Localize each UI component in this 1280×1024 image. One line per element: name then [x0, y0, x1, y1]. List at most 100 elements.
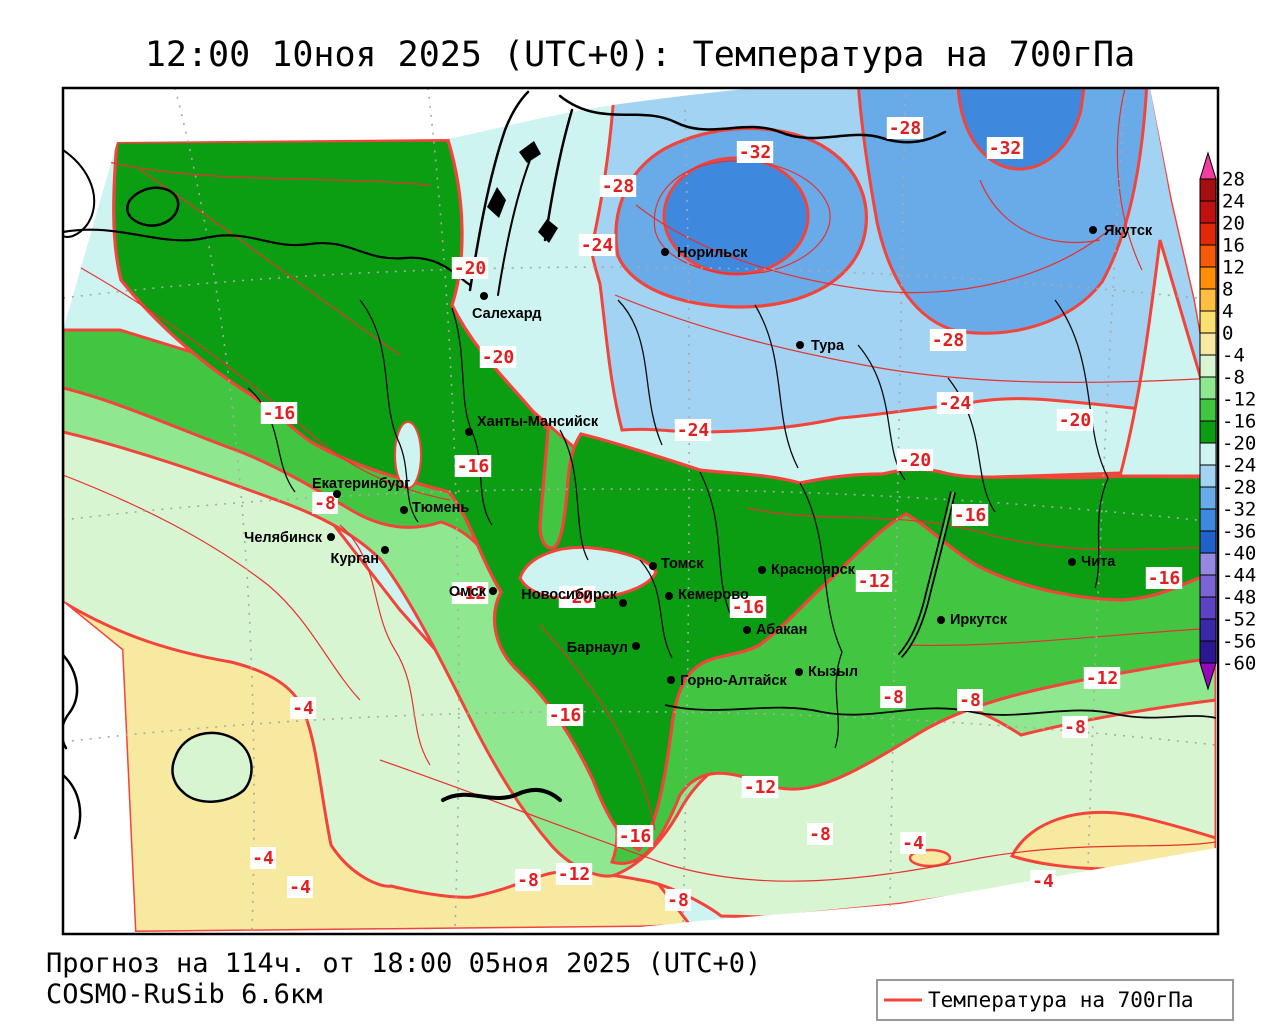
city-dot [661, 248, 669, 256]
contour-label-value: -28 [932, 330, 965, 351]
colorbar-tick-label: -20 [1222, 433, 1256, 455]
colorbar-segment [1199, 596, 1217, 620]
contour-label-box [741, 776, 779, 798]
contour-label-box [454, 455, 492, 477]
colorbar-segment [1199, 244, 1217, 268]
contour-label-value: -20 [561, 587, 594, 608]
colorbar-segment [1199, 618, 1217, 642]
city-label: Красноярск [771, 562, 856, 578]
city-dot [1068, 558, 1076, 566]
contour-label-box [1030, 870, 1056, 892]
contour-label-value: -12 [744, 777, 777, 798]
contour-label-value: -32 [989, 138, 1022, 159]
legend-label: Температура на 700гПа [928, 988, 1194, 1012]
contour-label-value: -4 [292, 698, 314, 719]
colorbar-segment [1199, 486, 1217, 510]
contour-label-value: -32 [739, 142, 772, 163]
colorbar-tick-label: -24 [1222, 455, 1256, 477]
contour-label-value: -4 [902, 833, 924, 854]
colorbar-segment [1199, 266, 1217, 290]
colorbar-segment [1199, 398, 1217, 422]
city-label: Норильск [677, 245, 748, 261]
colorbar-tick-label: 12 [1222, 257, 1245, 279]
contour-label-value: -4 [252, 848, 274, 869]
city-dot [1089, 226, 1097, 234]
city-label: Ханты-Мансийск [477, 414, 599, 430]
contour-label-value: -16 [457, 456, 490, 477]
contour-label-value: -16 [263, 403, 296, 424]
city-label: Томск [661, 556, 704, 572]
contour-label-value: -8 [1064, 717, 1086, 738]
contour-label-value: -8 [809, 824, 831, 845]
island-shapes [487, 141, 558, 243]
colorbar-tick-label: -8 [1222, 367, 1245, 389]
city-dot [489, 587, 497, 595]
colorbar-tick-label: -36 [1222, 521, 1256, 543]
contour-label-value: -16 [619, 826, 652, 847]
contour-label-box [986, 137, 1024, 159]
city-dot [758, 566, 766, 574]
contour-labels: -32 -28 -28 -32 -24 -20 -28 -20 -16 -24 -24 -20 -20 -… [250, 117, 1183, 911]
contour-label-box [886, 117, 924, 139]
contour-label-box [287, 876, 313, 898]
city-label: Челябинск [244, 530, 323, 546]
colorbar-segment [1199, 222, 1217, 246]
city-label: Новосибирск [521, 587, 617, 603]
city-markers: Норильск Якутск Салехард Тура Ханты-Мансийск… [244, 223, 1153, 689]
contour-label-value: -8 [959, 690, 981, 711]
forecast-info: Прогноз на 114ч. от 18:00 05ноя 2025 (UT… [46, 948, 761, 979]
colorbar-tick-label: 0 [1222, 323, 1233, 345]
contour-label-value: -20 [454, 258, 487, 279]
contour-label-box [616, 825, 654, 847]
city-label: Кемерово [678, 587, 749, 603]
contour-label-value: -16 [954, 505, 987, 526]
band-dark-green--16--20 [112, 138, 1218, 853]
contour-label-value: -16 [549, 705, 582, 726]
contour-label-box [896, 449, 934, 471]
contour-label-box [807, 823, 833, 845]
colorbar-segment [1199, 310, 1217, 334]
city-dot [333, 490, 341, 498]
contour-label-box [1056, 409, 1094, 431]
contour-label-box [1083, 667, 1121, 689]
contour-label-box [929, 329, 967, 351]
contour-label-box [451, 257, 489, 279]
colorbar-tick-label: -44 [1222, 565, 1256, 587]
band-medium-blue-northeast--28--32 [857, 88, 1149, 335]
colorbar-tick-label: -52 [1222, 609, 1256, 631]
colorbar-tick-label: 8 [1222, 279, 1233, 301]
contour-label-value: -20 [899, 450, 932, 471]
city-dot [632, 642, 640, 650]
contour-label-value: -24 [581, 235, 614, 256]
band-yellow-patch-br [1009, 810, 1218, 871]
contour-label-value: -20 [1059, 410, 1092, 431]
contour-label-value: -4 [289, 877, 311, 898]
colorbar-segment [1199, 376, 1217, 400]
contour-label-box [1062, 716, 1088, 738]
coastlines [63, 90, 947, 840]
city-label: Иркутск [950, 612, 1008, 628]
colorbar-tick-label: -40 [1222, 543, 1256, 565]
colorbar-segment [1199, 354, 1217, 378]
city-dot [381, 546, 389, 554]
city-dot [795, 668, 803, 676]
colorbar-tick-label: 24 [1222, 191, 1245, 213]
colorbar-segment [1199, 200, 1217, 224]
colorbar-tick-label: -60 [1222, 653, 1256, 675]
legend-border [876, 979, 1234, 1021]
colorbar-tick-label: 28 [1222, 169, 1245, 191]
colorbar-segment [1199, 574, 1217, 598]
contour-label-box [957, 689, 983, 711]
contour-label-value: -20 [482, 347, 515, 368]
city-label: Курган [331, 551, 379, 567]
colorbar-segment [1199, 530, 1217, 554]
contour-label-value: -12 [858, 571, 891, 592]
colorbar-segment [1199, 442, 1217, 466]
colorbar-tick-label: -16 [1222, 411, 1256, 433]
contour-label-value: -12 [1086, 668, 1119, 689]
map-title: 12:00 10ноя 2025 (UTC+0): Температура на… [145, 35, 1135, 75]
contour-label-box [736, 141, 774, 163]
city-dot [327, 533, 335, 541]
contour-label-box [250, 847, 276, 869]
